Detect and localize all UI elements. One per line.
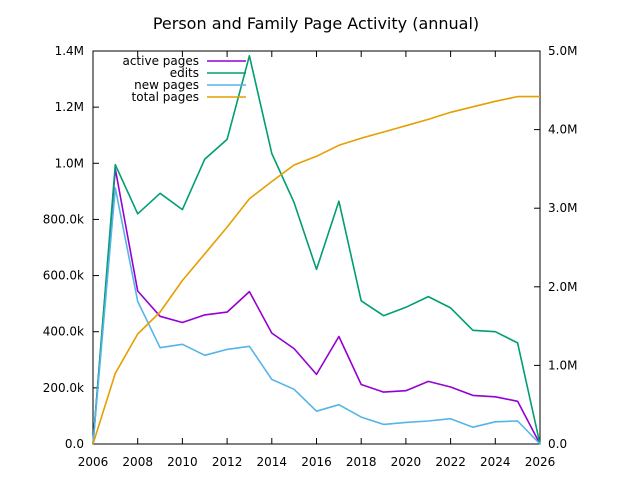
plot-border (92, 50, 541, 445)
x-tick-label: 2008 (122, 455, 153, 469)
legend-label-active-pages: active pages (122, 54, 199, 68)
x-tick-label: 2024 (480, 455, 511, 469)
y-left-tick-label: 1.4M (55, 44, 84, 58)
series-line-total-pages (92, 95, 540, 445)
x-tick-label: 2014 (257, 455, 288, 469)
legend-label-edits: edits (170, 66, 199, 80)
x-tick-label: 2012 (212, 455, 243, 469)
y-right-tick-label: 4.0M (548, 123, 577, 137)
y-left-tick-label: 600.0k (43, 269, 84, 283)
x-tick-label: 2020 (391, 455, 422, 469)
legend-label-new-pages: new pages (134, 78, 199, 92)
x-tick-label: 2026 (525, 455, 556, 469)
y-right-tick-label: 5.0M (548, 44, 577, 58)
y-left-tick-label: 200.0k (43, 381, 84, 395)
series-line-edits (92, 54, 541, 445)
y-left-tick-label: 0.0 (65, 437, 84, 451)
chart-title: Person and Family Page Activity (annual) (153, 14, 479, 33)
x-tick-label: 2006 (78, 455, 109, 469)
x-tick-label: 2010 (167, 455, 198, 469)
series-layer (92, 54, 541, 445)
y-right-tick-label: 3.0M (548, 201, 577, 215)
x-tick-label: 2016 (301, 455, 332, 469)
x-tick-label: 2022 (435, 455, 466, 469)
x-tick-label: 2018 (346, 455, 377, 469)
y-left-tick-label: 1.0M (55, 156, 84, 170)
series-line-new-pages (92, 187, 541, 445)
y-right-tick-label: 1.0M (548, 358, 577, 372)
legend-label-total-pages: total pages (132, 90, 199, 104)
axes-layer: 2006 2008 2010 2012 2014 2016 2018 2020 2022 2024… (43, 44, 578, 469)
y-left-tick-label: 800.0k (43, 212, 84, 226)
y-left-tick-label: 400.0k (43, 325, 84, 339)
y-right-tick-label: 2.0M (548, 280, 577, 294)
y-left-tick-label: 1.2M (55, 100, 84, 114)
series-line-active-pages (92, 168, 541, 445)
y-right-tick-label: 0.0 (548, 437, 567, 451)
